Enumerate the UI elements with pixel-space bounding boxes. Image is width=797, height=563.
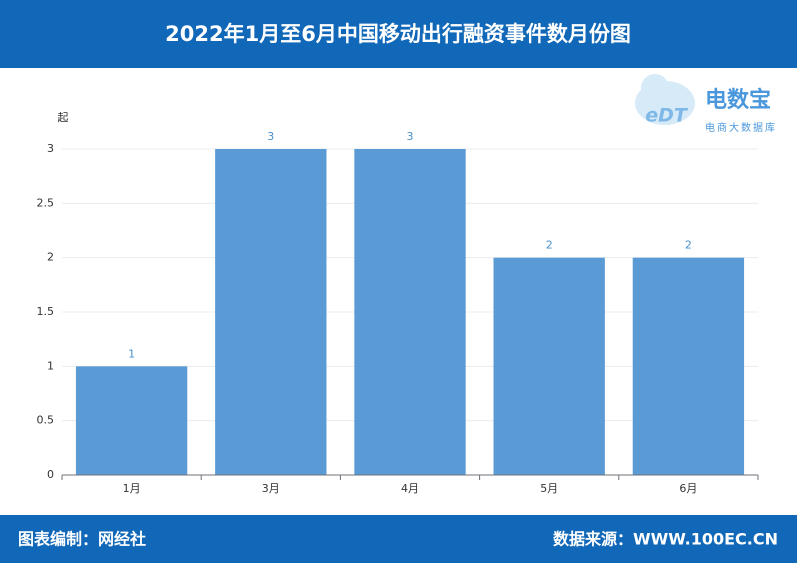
logo: eDT 电数宝 电商大数据库 [635,74,777,134]
chart-title: 2022年1月至6月中国移动出行融资事件数月份图 [165,22,631,46]
y-tick-label: 1 [47,359,54,372]
y-axis-label: 起 [58,111,69,124]
bar [632,257,745,475]
value-label: 3 [407,130,414,143]
logo-name: 电数宝 [705,87,771,113]
y-tick-label: 0.5 [37,414,55,427]
y-tick-label: 2 [47,251,54,264]
x-tick-label: 6月 [679,482,697,495]
header-bar [0,0,797,68]
bar [215,149,327,475]
footer-bar [0,515,797,563]
value-label: 3 [267,130,274,143]
bar [75,366,188,475]
bar [493,257,605,475]
x-tick-label: 5月 [540,482,558,495]
plot-area: 0 0.5 1 1.5 2 2.5 3 1月 1 3月 3 4月 3 5月 2 6月 2 [37,130,759,495]
y-tick-label: 0 [47,468,54,481]
y-tick-label: 1.5 [37,305,55,318]
logo-subtitle: 电商大数据库 [705,121,777,134]
value-label: 1 [128,347,135,360]
x-tick-label: 4月 [401,482,419,495]
footer-right: 数据来源：WWW.100EC.CN [553,530,778,549]
logo-cloud [641,74,669,102]
logo-mark: eDT [645,105,689,127]
footer-left: 图表编制：网经社 [18,530,146,549]
value-label: 2 [546,239,553,252]
x-tick-label: 1月 [123,482,141,495]
y-tick-label: 3 [47,142,54,155]
y-tick-label: 2.5 [37,196,55,209]
value-label: 2 [685,239,692,252]
bar [354,149,466,475]
x-tick-label: 3月 [262,482,280,495]
